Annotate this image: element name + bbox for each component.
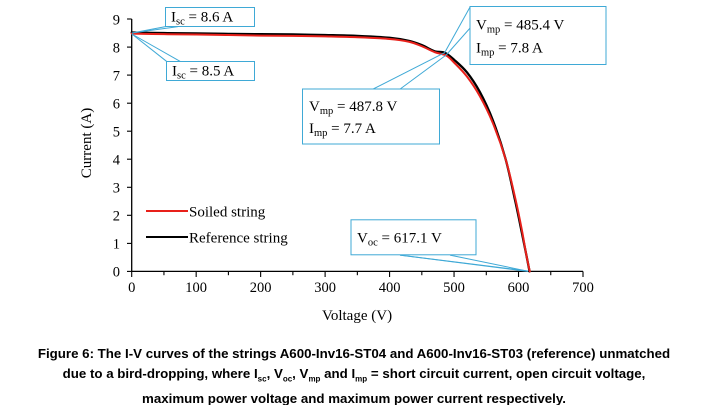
svg-text:300: 300: [314, 280, 336, 296]
svg-text:Voltage (V): Voltage (V): [322, 308, 392, 324]
svg-text:100: 100: [185, 280, 207, 296]
svg-text:4: 4: [113, 153, 121, 169]
svg-text:600: 600: [508, 280, 530, 296]
svg-text:0: 0: [113, 265, 120, 281]
svg-text:1: 1: [113, 237, 120, 253]
svg-text:0: 0: [128, 280, 135, 296]
svg-text:8: 8: [113, 41, 120, 57]
svg-text:400: 400: [379, 280, 401, 296]
svg-text:200: 200: [250, 280, 272, 296]
svg-text:2: 2: [113, 209, 120, 225]
svg-text:Soiled string: Soiled string: [189, 205, 266, 221]
svg-text:5: 5: [113, 125, 120, 141]
svg-text:Reference string: Reference string: [189, 231, 288, 247]
svg-text:500: 500: [443, 280, 465, 296]
svg-text:Current (A): Current (A): [79, 108, 95, 178]
svg-text:700: 700: [572, 280, 594, 296]
svg-text:6: 6: [113, 97, 120, 113]
svg-text:3: 3: [113, 181, 120, 197]
svg-text:7: 7: [113, 69, 120, 85]
svg-text:9: 9: [113, 13, 120, 29]
